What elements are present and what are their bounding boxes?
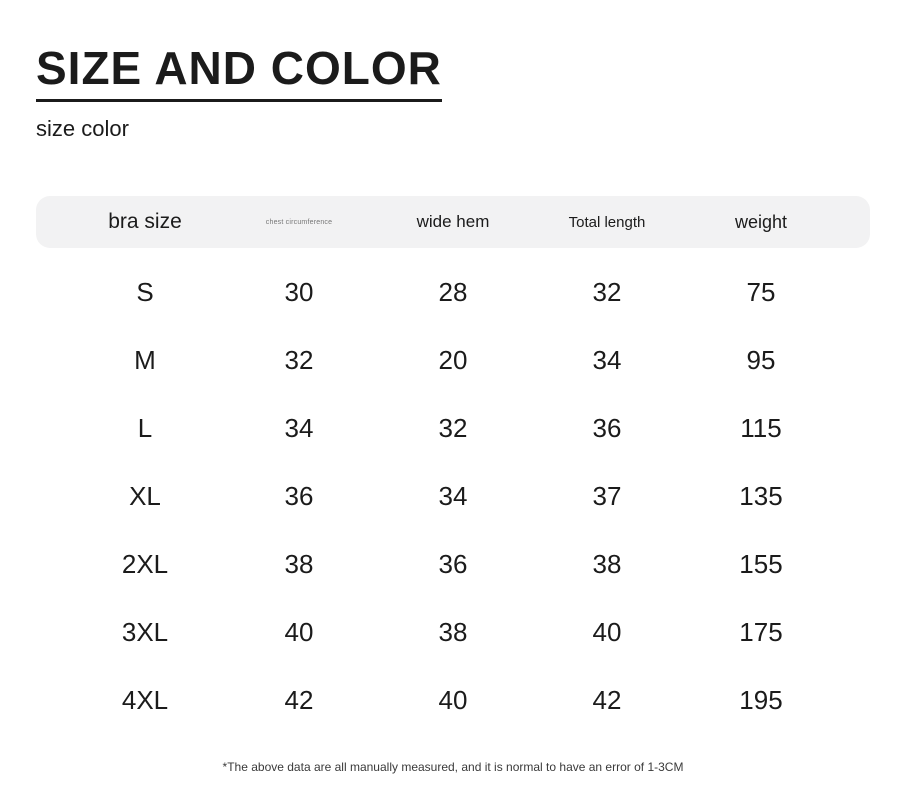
table-header-row: bra size chest circumference wide hem To… (36, 196, 870, 249)
table-row-2xl: 2XL 38 36 38 155 (36, 530, 870, 598)
cell-wide-hem: 34 (438, 480, 468, 511)
cell-chest: 36 (284, 480, 314, 511)
table-row-l: L 34 32 36 115 (36, 394, 870, 462)
cell-chest: 34 (284, 412, 314, 443)
cell-size: M (134, 344, 156, 375)
cell-wide-hem: 38 (438, 616, 468, 647)
cell-chest: 40 (284, 616, 314, 647)
cell-weight: 135 (739, 480, 783, 511)
cell-size: 2XL (121, 548, 169, 579)
table-row-4xl: 4XL 42 40 42 195 (36, 666, 870, 734)
cell-total-length: 38 (592, 548, 622, 579)
cell-chest: 32 (284, 344, 314, 375)
page-subtitle: size color (36, 116, 129, 142)
cell-wide-hem: 28 (438, 276, 468, 307)
table-row-3xl: 3XL 40 38 40 175 (36, 598, 870, 666)
cell-size: L (137, 412, 153, 443)
cell-weight: 115 (740, 412, 782, 443)
cell-size: 4XL (121, 684, 169, 715)
cell-weight: 95 (746, 344, 776, 375)
table-body: S 30 28 32 75 M 32 20 34 95 L 34 32 36 1… (36, 258, 870, 734)
table-row-m: M 32 20 34 95 (36, 326, 870, 394)
table-row-s: S 30 28 32 75 (36, 258, 870, 326)
cell-total-length: 42 (592, 684, 622, 715)
column-header-bra-size: bra size (108, 210, 182, 234)
cell-weight: 195 (739, 684, 783, 715)
cell-total-length: 32 (592, 276, 622, 307)
measurement-disclaimer: *The above data are all manually measure… (222, 760, 684, 775)
cell-total-length: 34 (592, 344, 622, 375)
column-header-weight: weight (734, 211, 788, 232)
cell-total-length: 36 (592, 412, 622, 443)
page-title: SIZE AND COLOR (36, 44, 442, 103)
cell-chest: 30 (284, 276, 314, 307)
cell-size: 3XL (121, 616, 169, 647)
cell-size: XL (129, 480, 161, 511)
cell-chest: 38 (284, 548, 314, 579)
cell-wide-hem: 32 (438, 412, 468, 443)
size-table: bra size chest circumference wide hem To… (36, 196, 870, 734)
column-header-wide-hem: wide hem (416, 212, 490, 232)
cell-weight: 175 (739, 616, 783, 647)
cell-size: S (136, 276, 154, 307)
column-header-chest-circumference: chest circumference (265, 218, 333, 226)
cell-chest: 42 (284, 684, 314, 715)
cell-wide-hem: 20 (438, 344, 468, 375)
cell-wide-hem: 36 (438, 548, 468, 579)
cell-total-length: 37 (592, 480, 622, 511)
cell-weight: 155 (739, 548, 783, 579)
size-chart-page: SIZE AND COLOR size color bra size chest… (36, 44, 870, 775)
cell-weight: 75 (746, 276, 776, 307)
cell-wide-hem: 40 (438, 684, 468, 715)
column-header-total-length: Total length (568, 213, 646, 231)
cell-total-length: 40 (592, 616, 622, 647)
table-row-xl: XL 36 34 37 135 (36, 462, 870, 530)
